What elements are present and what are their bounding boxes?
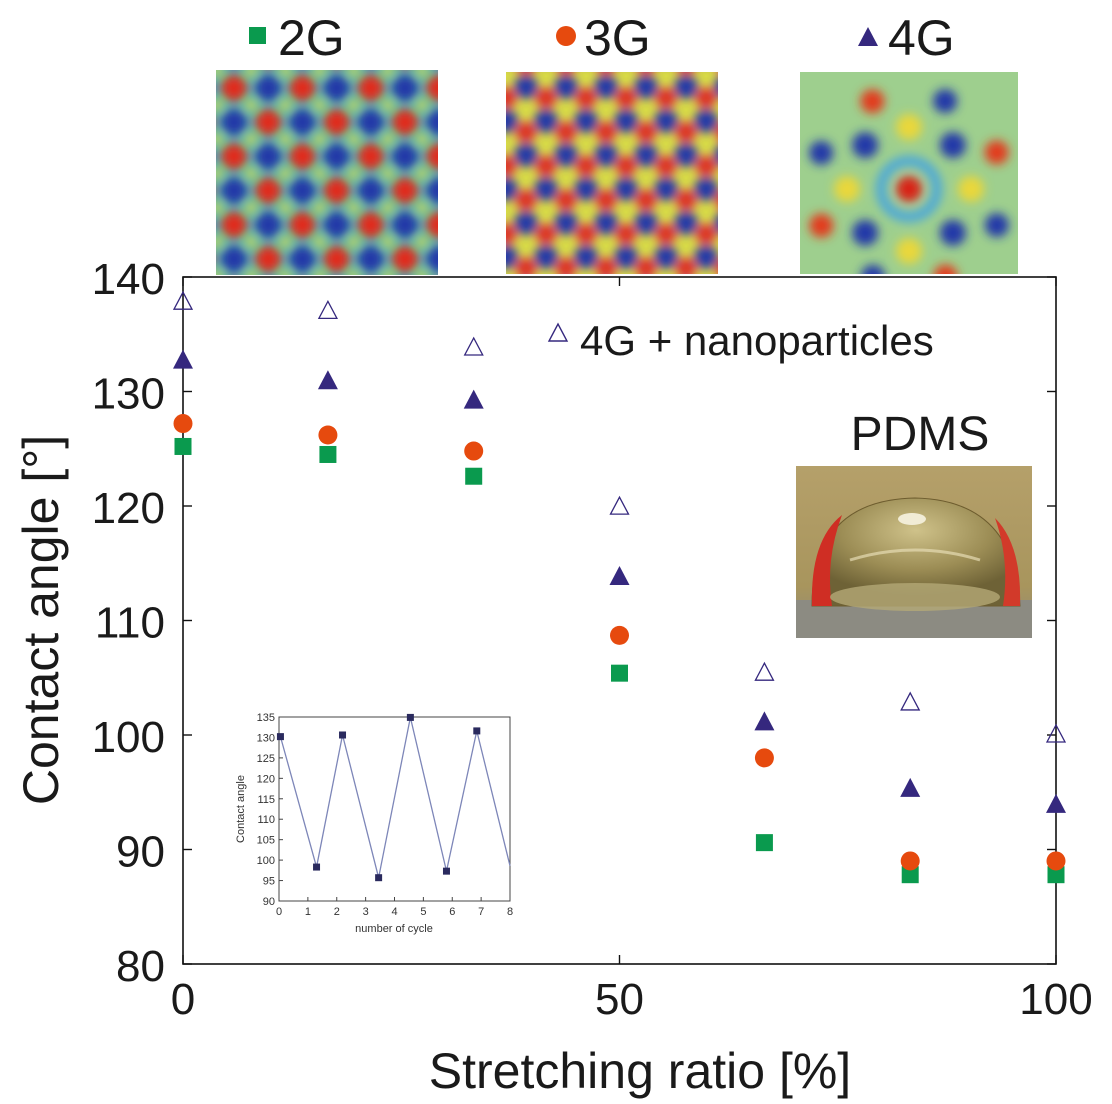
inset-point: [406, 713, 414, 721]
series-4g: [173, 349, 1066, 813]
inset-y-label: Contact angle: [235, 775, 247, 843]
y-tick-label: 120: [92, 484, 165, 533]
pattern-image-4g: [800, 72, 1018, 274]
triangle-point: [173, 349, 193, 369]
triangle-point: [317, 370, 338, 390]
inset-x-tick-label: 2: [334, 906, 340, 918]
pattern-image-3g: [506, 72, 718, 274]
x-tick-label: 100: [1019, 975, 1092, 1024]
legend-4g-label: 4G: [888, 10, 955, 66]
series-3g: [173, 414, 1066, 871]
pdms-droplet-photo: [796, 466, 1032, 638]
inset-y-tick-label: 120: [257, 773, 275, 785]
data-points: [172, 290, 1067, 884]
x-tick-label: 0: [171, 975, 195, 1024]
y-tick-label: 100: [92, 713, 165, 762]
circle-point: [900, 851, 920, 871]
legend-3g: 3G: [556, 10, 651, 66]
open-triangle-marker-icon: [547, 322, 569, 342]
top-legend: 2G 3G 4G: [249, 10, 955, 66]
inset-point: [313, 863, 321, 871]
open-triangle-point: [609, 495, 630, 515]
open-triangle-point: [754, 661, 775, 681]
legend-2g-label: 2G: [278, 10, 345, 66]
triangle-point: [1046, 793, 1066, 813]
inset-y-tick-label: 130: [257, 732, 275, 744]
circle-point: [464, 441, 484, 461]
inset-line: [279, 717, 511, 878]
inset-y-tick-label: 105: [257, 835, 275, 847]
pattern-image-2g: [216, 70, 438, 275]
triangle-point: [754, 711, 775, 731]
circle-point: [173, 414, 193, 434]
inset-y-tick-label: 110: [257, 814, 275, 826]
square-point: [611, 664, 628, 682]
y-axis-label: Contact angle [°]: [13, 435, 69, 805]
inset-x-tick-label: 7: [478, 906, 484, 918]
inset-x-tick-label: 5: [420, 906, 426, 918]
inset-cycle-chart: 90 95 100 105 110 115 120 125 130 135 0 1 2 3 4 5 6 7 8 Co…: [235, 712, 513, 935]
triangle-point: [900, 777, 921, 797]
open-triangle-point: [317, 299, 338, 320]
triangle-point: [463, 389, 484, 409]
series-2g: [174, 437, 1065, 884]
x-tick-label: 50: [595, 975, 644, 1024]
legend-3g-label: 3G: [584, 10, 651, 66]
square-point: [319, 445, 337, 463]
triangle-marker-icon: [858, 27, 878, 46]
y-tick-label: 130: [92, 370, 165, 419]
inset-x-tick-label: 8: [507, 906, 513, 918]
inset-y-tick-label: 100: [257, 855, 275, 867]
inset-point: [375, 874, 383, 882]
circle-marker-icon: [556, 26, 576, 46]
inset-series: [276, 713, 511, 882]
inset-point: [473, 727, 481, 735]
y-tick-label: 90: [116, 828, 165, 877]
inset-x-tick-label: 4: [391, 906, 397, 918]
inset-y-tick-label: 90: [263, 896, 275, 908]
open-triangle-point: [463, 336, 484, 356]
inset-point: [442, 867, 450, 875]
square-point: [465, 467, 483, 485]
open-triangle-point: [1045, 723, 1067, 743]
inset-axes: 90 95 100 105 110 115 120 125 130 135 0 1 2 3 4 5 6 7 8: [257, 712, 513, 918]
inset-x-tick-label: 1: [305, 906, 311, 918]
nanoparticles-legend: 4G + nanoparticles: [547, 317, 934, 364]
square-point: [1047, 866, 1065, 884]
inset-x-tick-label: 6: [449, 906, 455, 918]
square-point: [755, 834, 773, 852]
inset-x-tick-label: 3: [363, 906, 369, 918]
inset-point: [276, 733, 284, 741]
pdms-label: PDMS: [851, 408, 990, 461]
inset-x-tick-label: 0: [276, 906, 282, 918]
inset-point: [339, 731, 347, 739]
x-axis: 0 50 100: [171, 277, 1093, 1024]
square-point: [174, 437, 192, 455]
series-4g-nanoparticles: [172, 290, 1067, 743]
inset-frame: [278, 716, 511, 902]
open-triangle-point: [900, 691, 921, 711]
y-tick-label: 140: [92, 255, 165, 304]
legend-2g: 2G: [249, 10, 345, 66]
x-axis-label: Stretching ratio [%]: [429, 1043, 851, 1099]
nanoparticles-legend-label: 4G + nanoparticles: [580, 317, 934, 364]
circle-point: [754, 748, 774, 768]
circle-point: [318, 425, 338, 445]
y-tick-label: 80: [116, 942, 165, 991]
inset-y-tick-label: 135: [257, 712, 275, 724]
inset-y-tick-label: 115: [257, 794, 275, 806]
triangle-point: [609, 565, 630, 585]
open-triangle-point: [172, 290, 194, 310]
legend-4g: 4G: [858, 10, 955, 66]
square-marker-icon: [249, 27, 266, 44]
circle-point: [610, 625, 629, 645]
inset-x-label: number of cycle: [355, 923, 433, 935]
inset-y-tick-label: 95: [263, 876, 275, 888]
y-tick-label: 110: [95, 599, 165, 648]
circle-point: [1046, 851, 1066, 871]
inset-y-tick-label: 125: [257, 753, 275, 765]
square-point: [901, 866, 919, 884]
